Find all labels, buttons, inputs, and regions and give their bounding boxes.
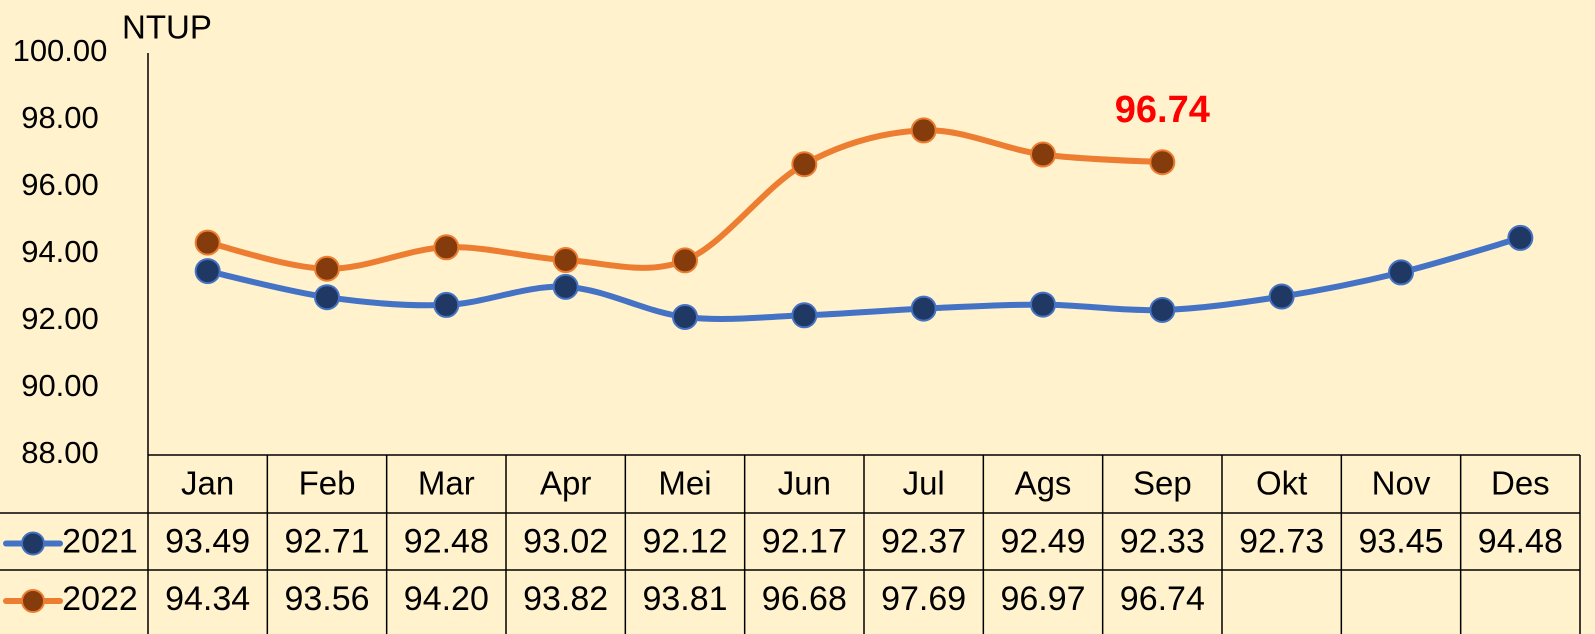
legend-label: 2022 [62, 580, 138, 618]
x-tick-label: Mar [418, 465, 475, 502]
x-tick-label: Sep [1133, 465, 1192, 502]
x-tick-label: Jun [778, 465, 831, 502]
data-point [194, 258, 221, 285]
table-value: 94.34 [165, 580, 250, 618]
table-value: 97.69 [881, 580, 966, 618]
x-tick-label: Ags [1015, 465, 1072, 502]
table-value: 93.82 [523, 580, 608, 618]
data-point [433, 234, 460, 261]
data-point [1268, 283, 1295, 310]
series-line [204, 234, 1524, 322]
x-tick-label: Apr [540, 465, 591, 502]
annotation: 96.74 [1115, 89, 1210, 131]
data-point [672, 303, 698, 330]
data-point [791, 151, 818, 178]
table-value: 92.33 [1120, 522, 1205, 560]
table-value: 92.12 [642, 522, 727, 560]
y-tick-label: 92.00 [21, 301, 99, 336]
table-value: 96.74 [1120, 580, 1205, 618]
y-tick-label: 100.00 [13, 33, 108, 68]
y-tick-label: 98.00 [21, 100, 99, 135]
data-point [1030, 141, 1056, 168]
y-tick-label: 96.00 [21, 167, 99, 202]
data-point [1388, 259, 1414, 286]
table-value: 94.48 [1478, 522, 1563, 560]
table-value: 92.48 [404, 522, 489, 560]
data-point [910, 295, 937, 322]
x-tick-label: Okt [1256, 465, 1307, 502]
legend-marker [21, 589, 45, 613]
table-value: 92.73 [1239, 522, 1324, 560]
legend-marker [21, 531, 45, 556]
table-value: 92.71 [284, 522, 369, 560]
table-value: 93.49 [165, 522, 250, 560]
data-point [1030, 291, 1056, 318]
table-value: 93.56 [284, 580, 369, 618]
data-point [314, 284, 340, 311]
data-point [314, 255, 340, 282]
y-tick-label: 90.00 [21, 368, 99, 403]
data-point [1507, 224, 1534, 251]
table-value: 93.02 [523, 522, 608, 560]
x-tick-label: Des [1491, 465, 1550, 502]
legend-label: 2021 [62, 522, 138, 560]
x-tick-label: Jul [903, 465, 945, 502]
table-value: 92.49 [1000, 522, 1085, 560]
y-tick-label: 88.00 [21, 435, 99, 470]
table-value: 93.45 [1358, 522, 1443, 560]
data-point [194, 229, 221, 256]
data-point [433, 291, 460, 318]
table-value: 94.20 [404, 580, 489, 618]
x-tick-label: Nov [1372, 465, 1431, 502]
table-value: 96.97 [1000, 580, 1085, 618]
x-tick-label: Mei [658, 465, 711, 502]
table-value: 93.81 [642, 580, 727, 618]
table-value: 96.68 [762, 580, 847, 618]
data-point [1149, 149, 1176, 176]
data-point [552, 273, 579, 300]
data-point [910, 117, 937, 144]
table-value: 92.17 [762, 522, 847, 560]
y-tick-label: 94.00 [21, 234, 99, 269]
x-tick-label: Jan [181, 465, 234, 502]
data-point [791, 302, 818, 329]
table-value: 92.37 [881, 522, 966, 560]
data-point [672, 247, 698, 274]
y-axis-label: NTUP [122, 9, 212, 46]
x-tick-label: Feb [299, 465, 356, 502]
data-point [552, 247, 579, 274]
data-point [1149, 296, 1176, 323]
